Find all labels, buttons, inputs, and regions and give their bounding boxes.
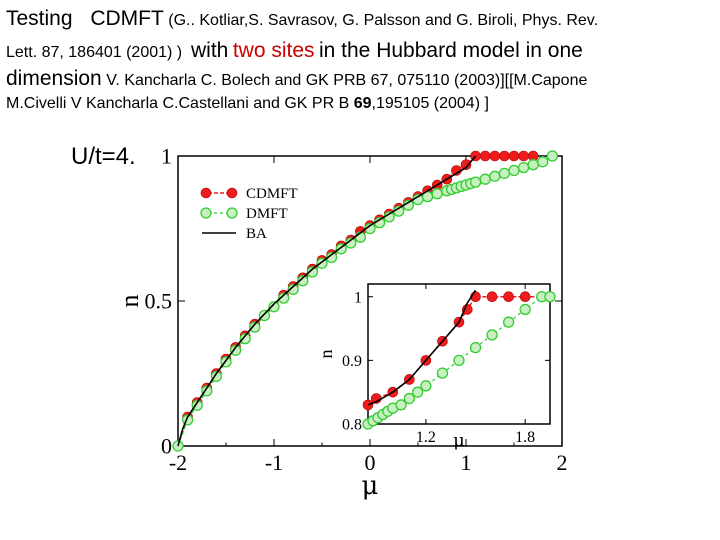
main-chart-xtick-label: -1 [265,450,283,475]
main-chart-cdmft-point [508,150,520,162]
inset-chart-dmft-point [486,329,498,341]
main-chart-dmft-point [508,164,520,177]
legend-label-ba: BA [246,226,267,242]
inset-chart-dmft-point [420,380,432,392]
main-chart-dmft-point [546,150,559,162]
legend-marker-dmft [200,207,212,219]
with-word: with [191,39,229,62]
main-chart-dmft-point [239,333,251,345]
main-chart-dmft-point [527,159,539,171]
main-chart-dmft-point [469,176,482,188]
legend-marker-dmft [226,207,238,219]
header-line-3: dimension V. Kancharla C. Bolech and GK … [6,68,587,89]
main-chart-cdmft-point [479,150,491,162]
legend-marker-cdmft [200,187,212,199]
main-chart-xlabel: μ [362,471,379,501]
citation-kotliar: (G.. Kotliar,S. Savrasov, G. Palsson and… [168,12,599,29]
main-chart-dmft-point [268,301,280,313]
main-chart-dmft-point [297,275,309,287]
main-chart-ylabel: n [115,295,144,308]
inset-chart-ytick-label: 0.8 [342,417,362,434]
inset-chart-dmft-point [469,341,482,354]
dimension-word: dimension [6,67,102,90]
two-sites-highlight: two sites [232,39,315,62]
inset-chart-xlabel: μ [453,430,465,451]
inset-chart-series-ba [367,289,477,406]
header-line-2: Lett. 87, 186401 (2001) ) with two sites… [6,40,583,61]
inset-chart-dmft-point [453,354,465,367]
inset-chart-ytick-label: 1 [354,289,362,306]
main-chart-xtick-label: 2 [557,450,568,475]
main-chart-cdmft-point [489,150,501,162]
inset-chart-group: 1.2 1.8 0.8 0.9 1 μ n [316,283,556,451]
main-chart-dmft-point [306,266,319,278]
legend-label-dmft: DMFT [246,206,288,222]
inset-chart-cdmft-point [519,291,531,303]
chart-title: U/t=4. [71,143,136,170]
citation-civelli: M.Civelli V Kancharla C.Castellani and G… [6,95,350,112]
citation-page: ,195105 (2004) ] [371,95,489,112]
main-chart-ytick-label: 0 [161,434,172,459]
main-chart-dmft-point [479,173,491,185]
main-chart-dmft-point [258,309,271,322]
main-chart-dmft-point [498,167,511,180]
legend-label-cdmft: CDMFT [246,186,298,202]
main-chart-xtick-label: -2 [169,450,187,475]
inset-chart-dmft-point [502,316,515,328]
main-chart-dmft-point [431,188,443,200]
main-chart-cdmft-point [499,150,510,162]
main-chart-dmft-point [191,399,203,412]
main-chart-dmft-point [249,321,261,333]
main-chart-dmft-point [201,385,213,397]
main-chart-ytick-label: 0.5 [145,289,173,314]
main-chart-cdmft-point [518,150,529,162]
inset-chart-dmft-point [519,303,531,316]
inset-chart-xtick-label: 1.8 [515,429,535,446]
inset-chart-dmft-point [411,386,424,398]
hubbard-text: in the Hubbard model in one [318,39,583,62]
main-chart-dmft-point [287,283,299,296]
main-chart-dmft-point [489,170,501,182]
main-chart-cdmft-point [460,159,472,170]
main-chart-dmft-point [537,156,549,168]
inset-chart-dmft-point [395,399,407,411]
inset-chart-cdmft-point [486,291,498,303]
cdmft-word: CDMFT [90,7,164,30]
inset-chart-dmft-point [544,291,556,303]
header-line-4: M.Civelli V Kancharla C.Castellani and G… [6,96,489,112]
citation-prl: Lett. 87, 186401 (2001) ) [6,44,183,61]
header-line-1: Testing CDMFT (G.. Kotliar,S. Savrasov, … [6,8,598,29]
main-chart-ytick-label: 1 [161,144,172,169]
inset-chart-ylabel: n [316,350,336,359]
inset-chart-ytick-label: 0.9 [342,353,362,370]
main-chart-dmft-point [277,292,290,304]
legend-marker-cdmft [226,187,238,199]
main-chart-dmft-point [517,161,530,174]
inset-chart-cdmft-point [503,291,514,303]
inset-chart-dmft-point [436,367,449,379]
main-chart-xtick-label: 1 [461,450,472,475]
main-chart-xtick-label: 0 [365,450,376,475]
inset-chart-xtick-label: 1.2 [416,429,436,446]
volume-bold: 69 [353,95,372,112]
main-chart-series-ba [177,155,477,447]
main-chart-dmft-point [210,370,223,383]
main-chart-dmft-point [229,344,242,356]
testing-word: Testing [6,7,73,30]
citation-kancharla: V. Kancharla C. Bolech and GK PRB 67, 07… [106,72,588,89]
inset-chart-dmft-point [403,392,416,405]
